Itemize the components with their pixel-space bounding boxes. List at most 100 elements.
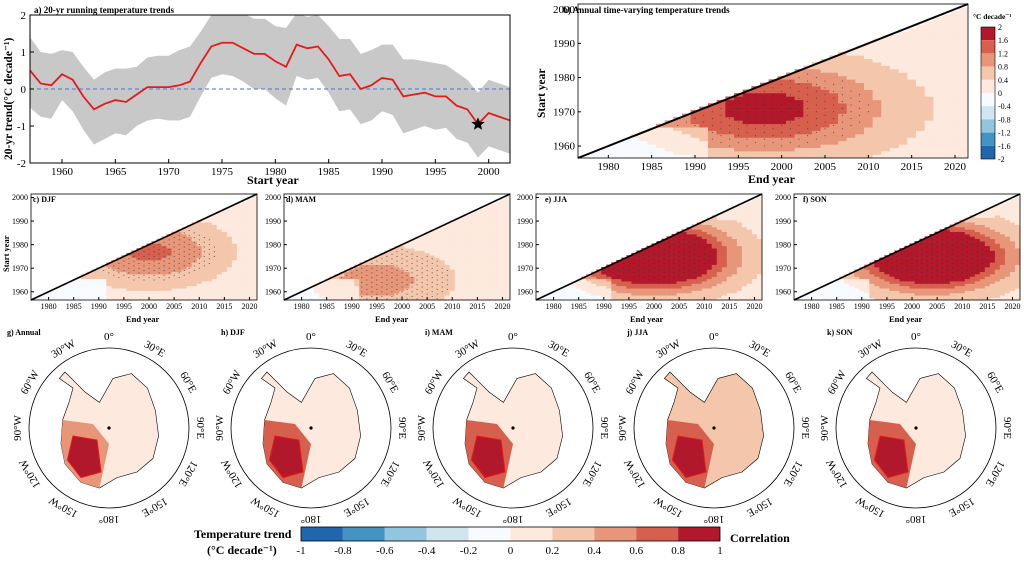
heatmap-cell [864, 62, 873, 66]
heatmap-cell [489, 226, 496, 230]
heatmap-cell [454, 274, 461, 277]
significance-dot [781, 131, 783, 133]
heatmap-cell [838, 82, 847, 87]
heatmap-cell [251, 269, 258, 273]
heatmap-cell [646, 267, 652, 270]
heatmap-cell [890, 123, 899, 128]
colorbar-label: 1.2 [998, 49, 1008, 58]
heatmap-cell [696, 288, 703, 291]
heatmap-cell [681, 285, 687, 289]
heatmap-cell [126, 297, 132, 301]
heatmap-cell [656, 295, 662, 298]
x-tick-label: 1990 [596, 302, 612, 311]
heatmap-cell [721, 229, 728, 232]
heatmap-cell [439, 262, 446, 265]
heatmap-cell [881, 69, 891, 73]
heatmap-cell [186, 288, 193, 291]
heatmap-cell [394, 262, 400, 265]
heatmap-cell [621, 288, 627, 291]
significance-dot [148, 258, 150, 260]
heatmap-cell [236, 297, 243, 301]
heatmap-cell [881, 123, 891, 128]
heatmap-cell [872, 116, 882, 121]
heatmap-cell [656, 257, 662, 261]
heatmap-cell [933, 130, 943, 135]
heatmap-cell [241, 269, 248, 273]
heatmap-cell [881, 116, 891, 121]
heatmap-cell [959, 127, 969, 131]
heatmap-cell [479, 274, 486, 277]
heatmap-cell [236, 212, 243, 216]
heatmap-cell [236, 238, 243, 242]
heatmap-cell [479, 264, 486, 268]
significance-dot [436, 288, 438, 290]
heatmap-cell [716, 147, 726, 152]
heatmap-cell [226, 269, 233, 273]
heatmap-cell [226, 278, 233, 282]
significance-dot [391, 281, 393, 283]
heatmap-cell [741, 238, 748, 242]
heatmap-cell [846, 120, 856, 125]
heatmap-cell [890, 72, 899, 77]
heatmap-cell [950, 110, 960, 114]
significance-dot [371, 295, 373, 297]
heatmap-cell [226, 248, 233, 251]
heatmap-cell [236, 295, 243, 298]
x-tick-label: 2000 [478, 166, 501, 178]
heatmap-cell [731, 208, 738, 211]
heatmap-cell [751, 212, 758, 216]
heatmap-cell [469, 248, 476, 251]
heatmap-cell [942, 99, 951, 104]
heatmap-cell [226, 245, 233, 249]
heatmap-cell [101, 278, 107, 282]
significance-dot [431, 262, 433, 264]
heatmap-cell [601, 283, 607, 287]
heatmap-cell [131, 292, 137, 296]
heatmap-cell [864, 151, 873, 155]
heatmap-cell [638, 134, 648, 138]
heatmap-cell [246, 257, 253, 261]
heatmap-cell [751, 259, 758, 263]
heatmap-cell [959, 103, 969, 107]
heatmap-cell [950, 103, 960, 107]
heatmap-cell [716, 229, 723, 232]
heatmap-cell [474, 231, 481, 235]
heatmap-cell [566, 292, 572, 296]
heatmap-cell [359, 283, 365, 287]
heatmap-cell [389, 264, 395, 268]
y-tick-label: 2 [21, 10, 27, 22]
significance-dot [153, 270, 155, 272]
significance-dot [628, 270, 630, 272]
heatmap-cell [768, 137, 778, 142]
heatmap-cell [484, 262, 491, 265]
panel-b-heatmap: 1980 1985 1990 1995 2000 2005 2010 2015 20201960… [536, 3, 969, 186]
heatmap-cell [838, 65, 847, 70]
heatmap-cell [736, 292, 743, 296]
heatmap-cell [924, 51, 934, 56]
heatmap-cell [561, 292, 567, 296]
heatmap-cell [241, 245, 248, 249]
significance-dot [376, 270, 378, 272]
significance-dot [807, 142, 809, 144]
significance-dot [673, 277, 675, 279]
heatmap-cell [751, 271, 758, 275]
significance-dot [183, 270, 185, 272]
heatmap-cell [701, 234, 708, 237]
heatmap-cell [596, 283, 602, 287]
heatmap-cell [146, 283, 152, 287]
heatmap-cell [626, 281, 632, 284]
significance-dot [198, 267, 200, 269]
significance-dot [361, 277, 363, 279]
heatmap-cell [309, 288, 315, 291]
heatmap-cell [916, 24, 925, 29]
heatmap-cell [916, 113, 925, 118]
heatmap-cell [241, 285, 248, 289]
heatmap-cell [742, 113, 752, 118]
heatmap-cell [504, 281, 511, 284]
heatmap-cell [176, 278, 182, 282]
heatmap-cell [141, 292, 147, 296]
heatmap-cell [924, 140, 934, 145]
heatmap-cell [236, 217, 243, 221]
heatmap-cell [324, 285, 330, 289]
heatmap-cell [907, 82, 917, 87]
